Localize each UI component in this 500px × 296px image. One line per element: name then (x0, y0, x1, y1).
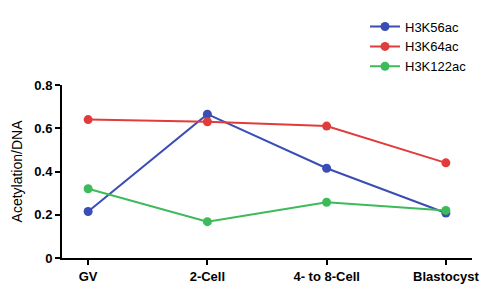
svg-text:Acetylation/DNA: Acetylation/DNA (9, 120, 25, 223)
svg-text:H3K56ac: H3K56ac (405, 20, 459, 35)
svg-text:2-Cell: 2-Cell (190, 269, 225, 284)
svg-text:0.8: 0.8 (34, 78, 52, 93)
svg-text:Blastocyst: Blastocyst (413, 269, 479, 284)
svg-text:GV: GV (79, 269, 98, 284)
svg-text:H3K122ac: H3K122ac (405, 59, 466, 74)
svg-text:H3K64ac: H3K64ac (405, 39, 459, 54)
svg-text:0.2: 0.2 (34, 207, 52, 222)
svg-text:0.6: 0.6 (34, 121, 52, 136)
svg-text:0: 0 (45, 251, 52, 266)
svg-text:0.4: 0.4 (34, 164, 53, 179)
svg-text:4- to 8-Cell: 4- to 8-Cell (293, 269, 359, 284)
